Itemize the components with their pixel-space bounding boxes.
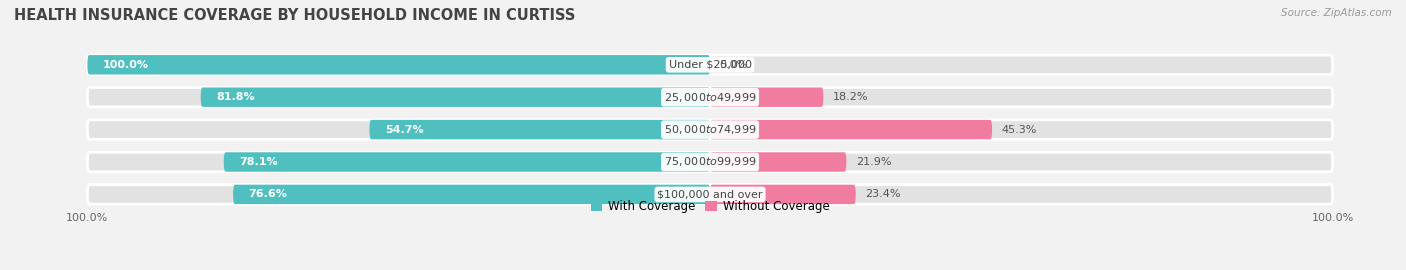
FancyBboxPatch shape xyxy=(87,120,1333,139)
FancyBboxPatch shape xyxy=(710,87,824,107)
FancyBboxPatch shape xyxy=(710,152,846,172)
Text: 76.6%: 76.6% xyxy=(249,189,287,200)
FancyBboxPatch shape xyxy=(87,152,1333,172)
Text: $50,000 to $74,999: $50,000 to $74,999 xyxy=(664,123,756,136)
Text: Source: ZipAtlas.com: Source: ZipAtlas.com xyxy=(1281,8,1392,18)
FancyBboxPatch shape xyxy=(87,87,1333,107)
Text: HEALTH INSURANCE COVERAGE BY HOUSEHOLD INCOME IN CURTISS: HEALTH INSURANCE COVERAGE BY HOUSEHOLD I… xyxy=(14,8,575,23)
FancyBboxPatch shape xyxy=(87,55,1333,75)
Text: 23.4%: 23.4% xyxy=(865,189,901,200)
FancyBboxPatch shape xyxy=(370,120,710,139)
Text: 0.0%: 0.0% xyxy=(720,60,748,70)
FancyBboxPatch shape xyxy=(710,185,856,204)
Text: 45.3%: 45.3% xyxy=(1001,124,1036,135)
Legend: With Coverage, Without Coverage: With Coverage, Without Coverage xyxy=(586,195,834,218)
Text: Under $25,000: Under $25,000 xyxy=(668,60,752,70)
FancyBboxPatch shape xyxy=(224,152,710,172)
Text: 18.2%: 18.2% xyxy=(832,92,868,102)
Text: $25,000 to $49,999: $25,000 to $49,999 xyxy=(664,91,756,104)
Text: 54.7%: 54.7% xyxy=(385,124,423,135)
FancyBboxPatch shape xyxy=(87,55,710,75)
FancyBboxPatch shape xyxy=(710,120,993,139)
Text: 100.0%: 100.0% xyxy=(103,60,149,70)
Text: 21.9%: 21.9% xyxy=(856,157,891,167)
FancyBboxPatch shape xyxy=(233,185,710,204)
FancyBboxPatch shape xyxy=(87,185,1333,204)
Text: 81.8%: 81.8% xyxy=(217,92,254,102)
Text: $75,000 to $99,999: $75,000 to $99,999 xyxy=(664,156,756,168)
Text: $100,000 and over: $100,000 and over xyxy=(657,189,763,200)
FancyBboxPatch shape xyxy=(201,87,710,107)
Text: 78.1%: 78.1% xyxy=(239,157,278,167)
